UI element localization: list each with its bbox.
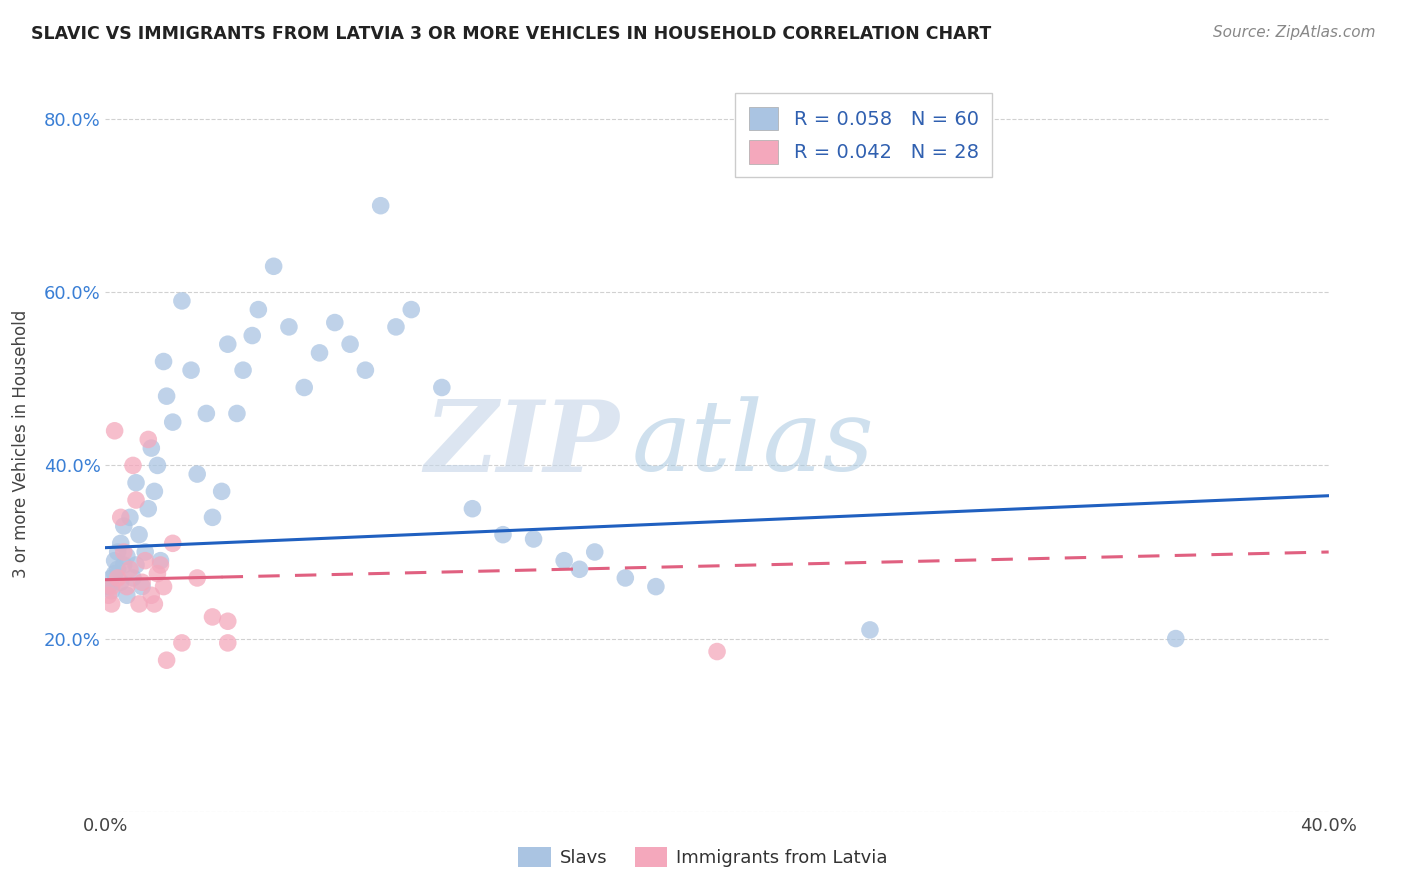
Y-axis label: 3 or more Vehicles in Household: 3 or more Vehicles in Household bbox=[11, 310, 30, 578]
Point bbox=[104, 566, 127, 581]
Point bbox=[100, 597, 122, 611]
Point bbox=[339, 337, 361, 351]
Point bbox=[277, 319, 299, 334]
Point bbox=[115, 580, 138, 594]
Point bbox=[143, 597, 166, 611]
Point bbox=[263, 260, 285, 274]
Point bbox=[308, 346, 330, 360]
Point bbox=[149, 554, 172, 568]
Point bbox=[141, 441, 163, 455]
Text: SLAVIC VS IMMIGRANTS FROM LATVIA 3 OR MORE VEHICLES IN HOUSEHOLD CORRELATION CHA: SLAVIC VS IMMIGRANTS FROM LATVIA 3 OR MO… bbox=[31, 25, 991, 43]
Point bbox=[136, 433, 159, 447]
Point bbox=[128, 527, 150, 541]
Point bbox=[292, 380, 315, 394]
Point bbox=[146, 566, 169, 581]
Point bbox=[240, 328, 263, 343]
Point bbox=[217, 337, 239, 351]
Point bbox=[112, 519, 135, 533]
Text: atlas: atlas bbox=[631, 396, 875, 491]
Legend: R = 0.058   N = 60, R = 0.042   N = 28: R = 0.058 N = 60, R = 0.042 N = 28 bbox=[735, 93, 993, 178]
Point bbox=[125, 558, 148, 572]
Text: ZIP: ZIP bbox=[425, 395, 619, 492]
Point bbox=[155, 653, 177, 667]
Point bbox=[226, 407, 249, 421]
Point bbox=[201, 610, 224, 624]
Point bbox=[110, 536, 132, 550]
Point bbox=[644, 580, 666, 594]
Point bbox=[110, 510, 132, 524]
Point bbox=[125, 493, 148, 508]
Point bbox=[186, 467, 208, 481]
Point bbox=[110, 575, 132, 590]
Point bbox=[217, 614, 239, 628]
Point bbox=[385, 319, 408, 334]
Point bbox=[118, 562, 141, 576]
Point bbox=[1164, 632, 1187, 646]
Point bbox=[152, 580, 174, 594]
Point bbox=[217, 636, 239, 650]
Point bbox=[112, 558, 135, 572]
Point bbox=[122, 571, 145, 585]
Point bbox=[112, 545, 135, 559]
Point bbox=[553, 554, 575, 568]
Point bbox=[104, 554, 127, 568]
Point bbox=[201, 510, 224, 524]
Point bbox=[232, 363, 254, 377]
Point bbox=[149, 558, 172, 572]
Point bbox=[430, 380, 453, 394]
Point bbox=[128, 597, 150, 611]
Point bbox=[107, 562, 129, 576]
Point bbox=[115, 549, 138, 564]
Point bbox=[461, 501, 484, 516]
Point bbox=[143, 484, 166, 499]
Point bbox=[125, 475, 148, 490]
Point bbox=[186, 571, 208, 585]
Point bbox=[118, 510, 141, 524]
Point bbox=[107, 571, 129, 585]
Point bbox=[100, 580, 122, 594]
Point bbox=[323, 316, 346, 330]
Point bbox=[247, 302, 270, 317]
Legend: Slavs, Immigrants from Latvia: Slavs, Immigrants from Latvia bbox=[512, 839, 894, 874]
Point bbox=[155, 389, 177, 403]
Point bbox=[354, 363, 377, 377]
Point bbox=[162, 415, 184, 429]
Point bbox=[568, 562, 591, 576]
Point bbox=[100, 571, 122, 585]
Point bbox=[107, 545, 129, 559]
Point bbox=[370, 199, 392, 213]
Point bbox=[146, 458, 169, 473]
Point bbox=[170, 293, 193, 308]
Point bbox=[136, 501, 159, 516]
Point bbox=[492, 527, 515, 541]
Point bbox=[152, 354, 174, 368]
Point bbox=[583, 545, 606, 559]
Text: Source: ZipAtlas.com: Source: ZipAtlas.com bbox=[1212, 25, 1375, 40]
Point bbox=[134, 554, 156, 568]
Point bbox=[97, 588, 120, 602]
Point bbox=[131, 580, 153, 594]
Point bbox=[170, 636, 193, 650]
Point bbox=[180, 363, 202, 377]
Point bbox=[97, 580, 120, 594]
Point bbox=[162, 536, 184, 550]
Point bbox=[859, 623, 882, 637]
Point bbox=[104, 424, 127, 438]
Point bbox=[122, 458, 145, 473]
Point bbox=[195, 407, 218, 421]
Point bbox=[211, 484, 233, 499]
Point bbox=[523, 532, 546, 546]
Point bbox=[134, 545, 156, 559]
Point bbox=[115, 588, 138, 602]
Point bbox=[614, 571, 637, 585]
Point bbox=[141, 588, 163, 602]
Point bbox=[399, 302, 422, 317]
Point bbox=[100, 583, 122, 598]
Point bbox=[706, 644, 728, 658]
Point bbox=[131, 575, 153, 590]
